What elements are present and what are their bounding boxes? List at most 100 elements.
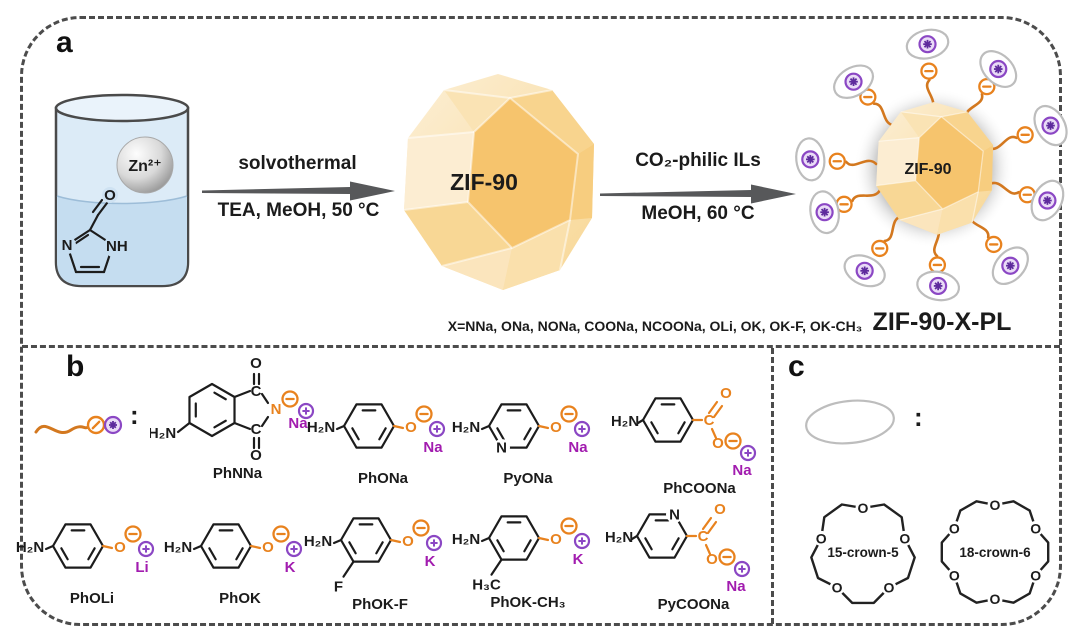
molecule-name: PhONa [357,470,408,487]
svg-text:O: O [402,533,414,550]
svg-text:H₂N: H₂N [164,539,192,556]
molecule-name: PhCOONa [663,480,736,497]
zinc-ion-sphere [116,136,174,194]
svg-text:C: C [251,421,262,438]
zinc-ion-label: Zn²⁺ [128,158,161,175]
crown-name: 15-crown-5 [827,545,899,560]
molecule-name: PyCOONa [657,596,730,613]
molecule-PhOLi: H₂N O Li PhOLi [12,506,172,607]
svg-text:O: O [250,447,262,463]
svg-text:O: O [262,539,274,556]
reaction-arrow-2 [600,184,796,204]
aldehyde-o-label: O [104,187,116,204]
figure-dashed-border [20,16,1062,626]
svg-text:Na: Na [568,439,588,456]
particle-crystal-label: ZIF-90 [904,161,951,178]
tether-squiggle [34,424,90,434]
zif90-crystal: ZIF-90 [398,70,598,298]
svg-text:F: F [334,579,343,594]
svg-text:O: O [114,539,126,556]
svg-text:O: O [883,580,894,596]
panel-c-colon: : [914,402,923,432]
imidazole-nh-label: NH [106,238,128,255]
svg-text:C: C [251,383,262,400]
tether-legend-icon [34,415,123,435]
molecule-PhOK-CH₃: H₂N O K H₃C PhOK-CH₃ [448,498,608,611]
svg-text:O: O [949,568,960,584]
svg-text:O: O [714,501,726,518]
zif90-il-particle: ZIF-90 [786,16,1080,322]
svg-text:H₂N: H₂N [304,533,332,550]
molecule-name: PyONa [503,470,553,487]
svg-text:O: O [720,385,732,402]
svg-text:K: K [425,553,436,570]
svg-text:H₂N: H₂N [307,419,335,436]
arrow1-condition-bottom: TEA, MeOH, 50 °C [217,200,380,221]
svg-text:O: O [712,435,724,452]
arrow1-condition-top: solvothermal [238,153,357,174]
panel-divider-vertical [771,348,774,624]
svg-text:O: O [990,497,1001,513]
molecule-name: PhOK-F [352,596,408,613]
svg-text:C: C [704,412,715,429]
svg-text:H₂N: H₂N [16,539,44,556]
svg-text:H₂N: H₂N [612,413,639,430]
svg-text:H₂N: H₂N [606,529,633,546]
svg-text:K: K [285,559,296,576]
svg-text:C: C [698,528,709,545]
panel-a-label: a [56,26,73,59]
molecule-PyCOONa: H₂N C O O Na N PyCOONa [606,494,781,613]
molecule-PhONa: H₂N O Na PhONa [303,386,463,487]
svg-text:O: O [550,531,562,548]
svg-text:O: O [990,591,1001,607]
molecule-name: PhOLi [69,590,115,607]
arrow2-condition-bottom: MeOH, 60 °C [641,203,755,224]
svg-text:O: O [550,419,562,436]
cation-badge [103,415,123,435]
svg-text:O: O [949,521,960,537]
molecule-PhNNa: H₂N C C O O N Na PhNNa [150,358,325,482]
molecule-name: PhOK-CH₃ [490,594,566,611]
svg-text:N: N [496,440,507,457]
panel-b-label: b [66,350,85,383]
svg-text:Na: Na [732,462,752,478]
svg-text:O: O [816,530,827,546]
svg-text:K: K [573,551,584,568]
beaker-illustration: Zn²⁺ N NH O [54,93,190,288]
reaction-arrow-1 [202,181,395,201]
svg-text:O: O [1030,568,1041,584]
anion-badge [86,415,106,435]
panel-divider-horizontal [22,345,1060,348]
svg-text:O: O [250,358,262,372]
molecule-PhOK: H₂N O K PhOK [160,506,320,607]
svg-text:H₂N: H₂N [150,425,176,442]
svg-text:O: O [405,419,417,436]
crown-name: 18-crown-6 [959,545,1031,560]
molecule-PhCOONa: H₂N C O O Na PhCOONa [612,378,787,497]
molecule-PhOK-F: H₂N O K F PhOK-F [300,500,460,613]
cation-oval-legend-icon [805,399,895,445]
molecule-PyONa: H₂N O Na N PyONa [448,386,608,487]
svg-text:O: O [832,580,843,596]
svg-text:O: O [706,551,718,568]
svg-text:O: O [899,530,910,546]
panel-c-label: c [788,350,805,383]
crown-ether-18-crown-6: O O O O O O 18-crown-6 [925,480,1065,622]
molecule-name: PhNNa [212,465,263,482]
imidazole-n-label: N [62,237,73,254]
svg-text:H₂N: H₂N [452,419,480,436]
zif90-crystal-label: ZIF-90 [450,169,518,195]
svg-text:Li: Li [135,559,148,576]
arrow2-condition-top: CO₂-philic ILs [635,150,761,171]
svg-text:N: N [669,506,680,523]
beaker-rim [54,93,190,123]
x-substituent-note: X=NNa, ONa, NONa, COONa, NCOONa, OLi, OK… [447,318,863,334]
molecule-name: PhOK [219,590,261,607]
svg-text:H₂N: H₂N [452,531,480,548]
svg-text:N: N [271,401,282,418]
svg-text:O: O [858,500,869,516]
panel-b-colon: : [130,400,139,430]
product-name: ZIF-90-X-PL [872,308,1012,336]
crown-ether-15-crown-5: O O O O O 15-crown-5 [793,480,933,622]
